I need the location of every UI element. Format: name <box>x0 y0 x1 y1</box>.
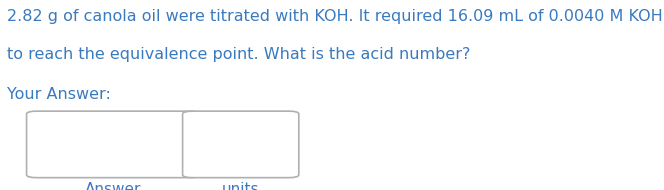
Text: Your Answer:: Your Answer: <box>7 87 110 102</box>
Text: Answer: Answer <box>85 182 141 190</box>
Text: units: units <box>222 182 260 190</box>
FancyBboxPatch shape <box>27 111 199 178</box>
FancyBboxPatch shape <box>183 111 299 178</box>
Text: to reach the equivalence point. What is the acid number?: to reach the equivalence point. What is … <box>7 48 470 63</box>
Text: 2.82 g of canola oil were titrated with KOH. It required 16.09 mL of 0.0040 M KO: 2.82 g of canola oil were titrated with … <box>7 10 663 25</box>
